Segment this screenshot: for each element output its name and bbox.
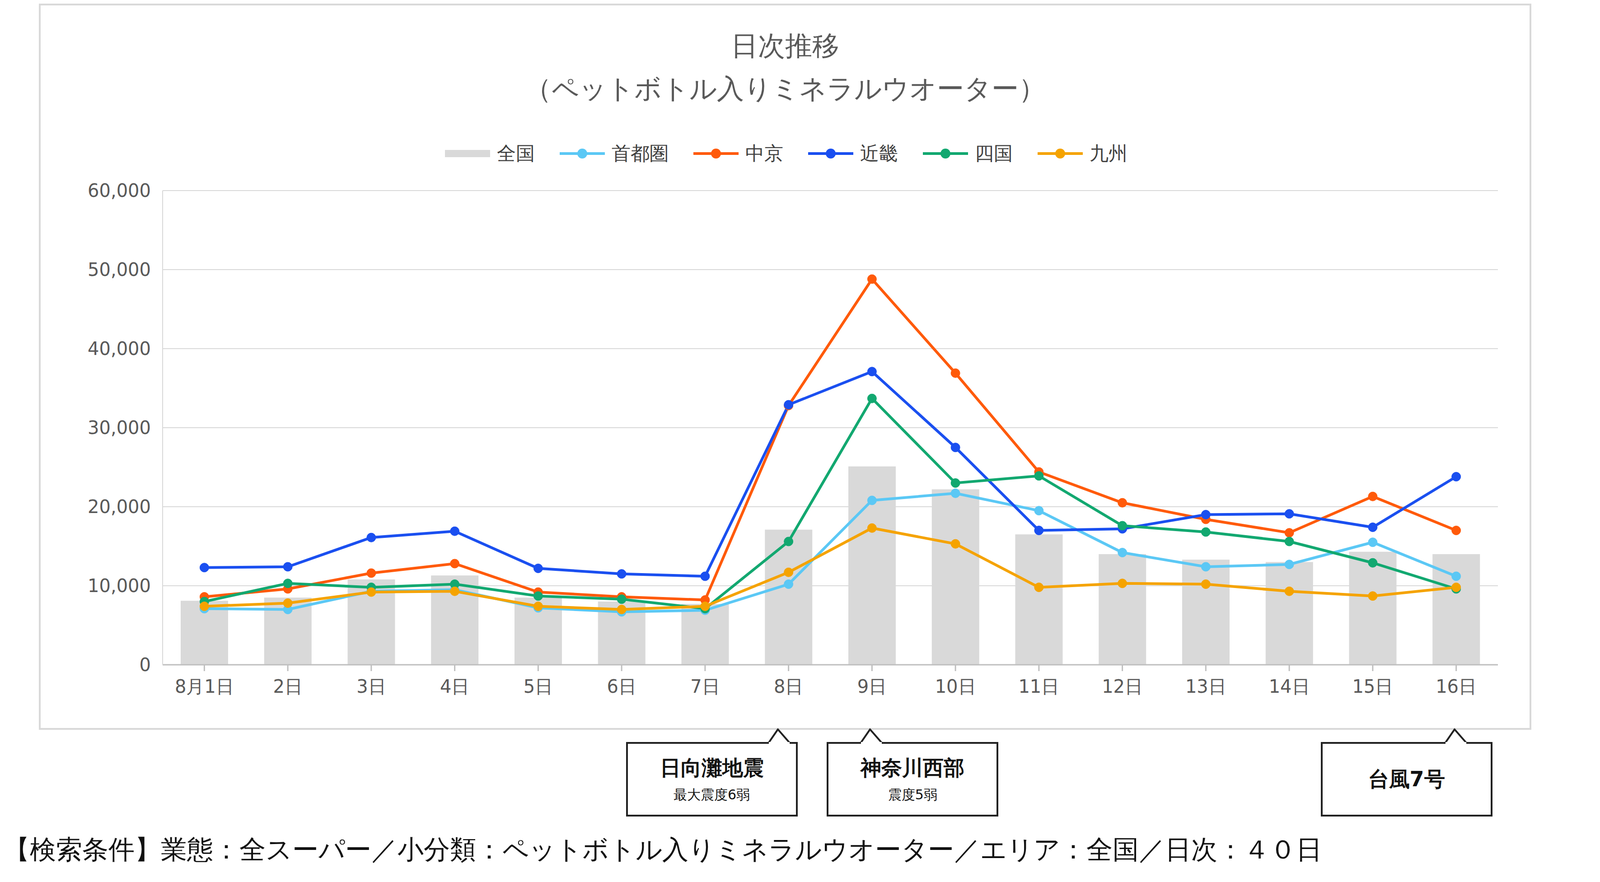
- svg-text:10日: 10日: [935, 676, 977, 698]
- svg-text:2日: 2日: [272, 676, 303, 698]
- html-text:四国: 四国: [974, 142, 1013, 165]
- svg-text:6日: 6日: [606, 676, 637, 698]
- svg-text:16日: 16日: [1435, 676, 1477, 698]
- svg-text:4日: 4日: [439, 676, 470, 698]
- html-text:【検索条件】業態：全スーパー／小分類：ペットボトル入りミネラ: 【検索条件】業態：全スーパー／小分類：ペットボトル入りミネラルウオーター／エリア…: [3, 834, 1323, 866]
- html-text:神奈川西部: 神奈川西部: [860, 755, 965, 781]
- svg-text:50,000: 50,000: [87, 259, 151, 281]
- html-text:震度5弱: 震度5弱: [887, 786, 938, 803]
- svg-text:13日: 13日: [1185, 676, 1227, 698]
- html-text:中京: 中京: [745, 142, 784, 165]
- svg-text:7日: 7日: [690, 676, 720, 698]
- svg-text:5日: 5日: [523, 676, 553, 698]
- svg-text:60,000: 60,000: [87, 180, 151, 202]
- svg-text:3日: 3日: [356, 676, 386, 698]
- svg-text:40,000: 40,000: [87, 338, 151, 360]
- html-text:首都圏: 首都圏: [611, 142, 669, 165]
- svg-text:20,000: 20,000: [87, 496, 151, 518]
- svg-text:15日: 15日: [1352, 676, 1394, 698]
- svg-text:14日: 14日: [1268, 676, 1310, 698]
- html-text:日次推移: 日次推移: [730, 29, 840, 62]
- svg-text:30,000: 30,000: [87, 417, 151, 439]
- svg-text:9日: 9日: [857, 676, 887, 698]
- html-text:台風7号: 台風7号: [1368, 766, 1445, 792]
- html-text:最大震度6弱: 最大震度6弱: [673, 786, 750, 803]
- svg-text:8月1日: 8月1日: [174, 676, 234, 698]
- svg-text:8日: 8日: [773, 676, 804, 698]
- svg-text:10,000: 10,000: [87, 575, 151, 597]
- html-text:近畿: 近畿: [860, 142, 899, 165]
- svg-text:11日: 11日: [1018, 676, 1060, 698]
- html-text:日向灘地震: 日向灘地震: [659, 755, 764, 781]
- html-text:全国: 全国: [496, 142, 535, 165]
- html-text:九州: 九州: [1089, 142, 1128, 165]
- svg-text:0: 0: [139, 654, 151, 676]
- html-text:（ペットボトル入りミネラルウオーター）: （ペットボトル入りミネラルウオーター）: [524, 72, 1046, 105]
- svg-text:12日: 12日: [1101, 676, 1143, 698]
